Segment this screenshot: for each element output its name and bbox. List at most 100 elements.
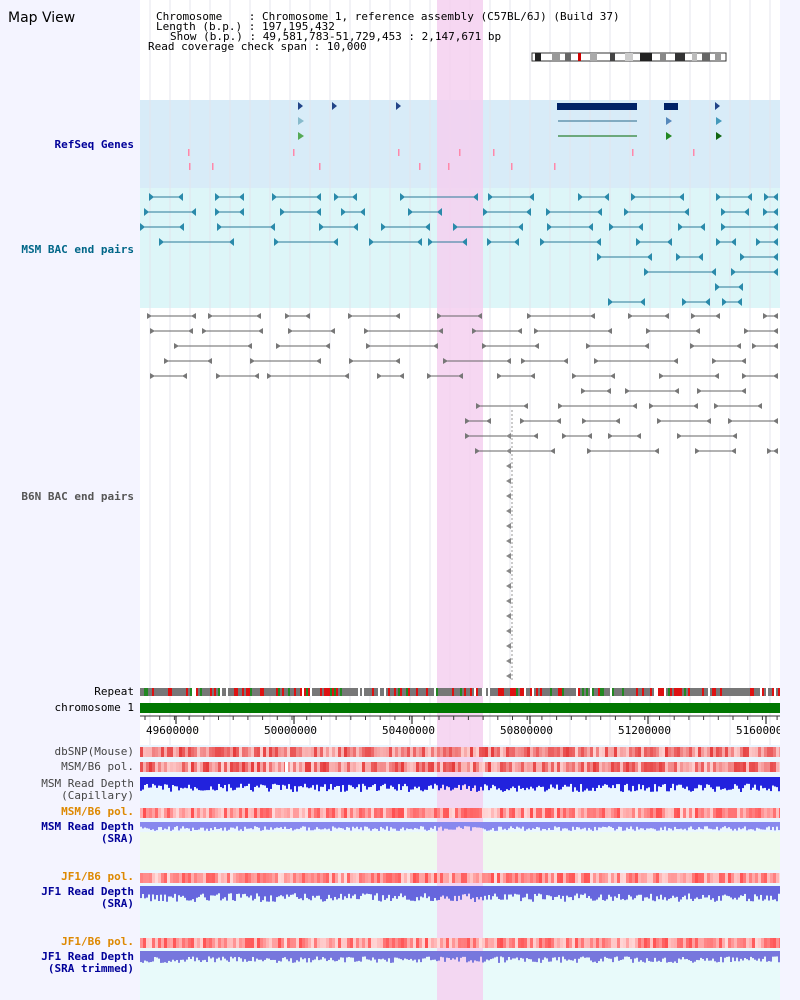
pol-cell — [728, 873, 731, 883]
read-depth-tracks[interactable] — [140, 777, 780, 963]
label-msm-depth-capillary[interactable]: MSM Read Depth — [41, 777, 134, 790]
pol-cell — [281, 938, 284, 948]
pol-cell — [518, 808, 521, 818]
pol-cell — [692, 938, 695, 948]
depth-bar-jf1-trimmed — [460, 951, 462, 958]
pol-cell — [452, 938, 455, 948]
pol-cell — [665, 938, 668, 948]
depth-bar-capillary — [182, 777, 184, 789]
pol-cell — [611, 938, 614, 948]
dbsnp-cell — [707, 747, 710, 757]
dbsnp-cell — [686, 747, 689, 757]
depth-bar-jf1-sra — [192, 886, 194, 900]
repeat-element — [358, 688, 360, 696]
label-b6n-bac[interactable]: B6N BAC end pairs — [21, 490, 134, 503]
pol-cell — [419, 808, 422, 818]
pol-cell — [719, 938, 722, 948]
depth-bar-capillary — [614, 777, 616, 789]
depth-bar-capillary — [544, 777, 546, 792]
label-msm-bac[interactable]: MSM BAC end pairs — [21, 243, 134, 256]
depth-bar-msm-sra — [652, 822, 654, 829]
pol-cell — [707, 938, 710, 948]
pol-cell — [533, 808, 536, 818]
gene-mark — [319, 163, 321, 170]
depth-bar-capillary — [458, 777, 460, 785]
depth-bar-msm-sra — [666, 822, 668, 831]
repeat-element — [778, 688, 780, 696]
genome-plot[interactable]: 49600000 50000000 50400000 50800000 51200000… — [140, 0, 780, 1000]
label-msm-b6-pol-1[interactable]: MSM/B6 pol. — [61, 760, 134, 773]
depth-bar-msm-sra — [344, 822, 346, 830]
depth-bar-jf1-sra — [772, 886, 774, 900]
depth-bar-jf1-trimmed — [638, 951, 640, 962]
label-jf1-depth-trimmed[interactable]: JF1 Read Depth — [41, 950, 134, 963]
pol-cell — [611, 873, 614, 883]
depth-bar-msm-sra — [250, 822, 252, 829]
pol-cell — [728, 938, 731, 948]
depth-bar-msm-sra — [316, 822, 318, 828]
depth-bar-capillary — [190, 777, 192, 789]
pol-cell — [302, 873, 305, 883]
pol-cell — [365, 808, 368, 818]
depth-bar-jf1-sra — [420, 886, 422, 897]
depth-bar-msm-sra — [492, 822, 494, 829]
depth-bar-jf1-trimmed — [294, 951, 296, 963]
chromosome-ideogram[interactable] — [531, 52, 727, 62]
label-chromosome[interactable]: chromosome 1 — [54, 701, 134, 714]
repeat-element — [474, 688, 476, 696]
depth-bar-jf1-trimmed — [726, 951, 728, 957]
pol-cell — [545, 938, 548, 948]
dbsnp-cell — [491, 747, 494, 757]
depth-bar-jf1-trimmed — [766, 951, 768, 962]
b6n-bac-track[interactable] — [147, 313, 778, 680]
repeat-element — [662, 688, 664, 696]
depth-bar-msm-sra — [710, 822, 712, 829]
depth-bar-jf1-sra — [320, 886, 322, 900]
depth-bar-jf1-trimmed — [426, 951, 428, 957]
bac-end-arrow — [764, 193, 769, 201]
pol-cell — [197, 808, 200, 818]
pol-cell — [395, 808, 398, 818]
chromosome-bar[interactable] — [140, 703, 780, 713]
pol-cell — [347, 873, 350, 883]
polymorphism-tracks[interactable] — [140, 762, 780, 948]
bac-end-arrow — [773, 223, 778, 231]
dbsnp-cell — [320, 747, 323, 757]
depth-bar-jf1-sra — [548, 886, 550, 896]
label-msm-b6-pol-2[interactable]: MSM/B6 pol. — [61, 805, 134, 818]
dbsnp-cell — [449, 747, 452, 757]
pol-cell — [374, 762, 377, 772]
depth-bar-capillary — [226, 777, 228, 792]
pol-cell — [515, 873, 518, 883]
depth-bar-jf1-trimmed — [282, 951, 284, 958]
label-msm-depth-sra[interactable]: MSM Read Depth — [41, 820, 134, 833]
pol-cell — [596, 873, 599, 883]
depth-bar-capillary — [738, 777, 740, 789]
pol-cell — [671, 938, 674, 948]
depth-bar-msm-sra — [184, 822, 186, 829]
bac-end-arrow — [731, 268, 736, 276]
depth-bar-msm-sra — [248, 822, 250, 829]
depth-bar-msm-sra — [724, 822, 726, 827]
label-msm-depth-capillary-sub: (Capillary) — [61, 789, 134, 802]
label-refseq-genes[interactable]: RefSeq Genes — [54, 138, 134, 151]
bac-end-arrow — [437, 208, 442, 216]
msm-bac-track[interactable] — [140, 193, 778, 306]
dbsnp-track[interactable] — [140, 747, 780, 757]
bac-end-arrow — [756, 238, 761, 246]
depth-bar-msm-sra — [266, 822, 268, 830]
label-jf1-b6-pol-1[interactable]: JF1/B6 pol. — [61, 870, 134, 883]
label-jf1-b6-pol-2[interactable]: JF1/B6 pol. — [61, 935, 134, 948]
depth-bar-capillary — [674, 777, 676, 791]
selected-region-highlight[interactable] — [437, 0, 483, 1000]
pol-cell — [335, 873, 338, 883]
label-jf1-depth-sra[interactable]: JF1 Read Depth — [41, 885, 134, 898]
label-dbsnp[interactable]: dbSNP(Mouse) — [54, 745, 134, 758]
pol-cell — [284, 873, 287, 883]
repeat-track[interactable] — [140, 688, 780, 696]
bac-end-arrow — [520, 418, 525, 424]
depth-bar-jf1-trimmed — [396, 951, 398, 958]
refseq-gene-track[interactable] — [188, 102, 722, 170]
depth-bar-capillary — [528, 777, 530, 790]
label-repeat[interactable]: Repeat — [94, 685, 134, 698]
